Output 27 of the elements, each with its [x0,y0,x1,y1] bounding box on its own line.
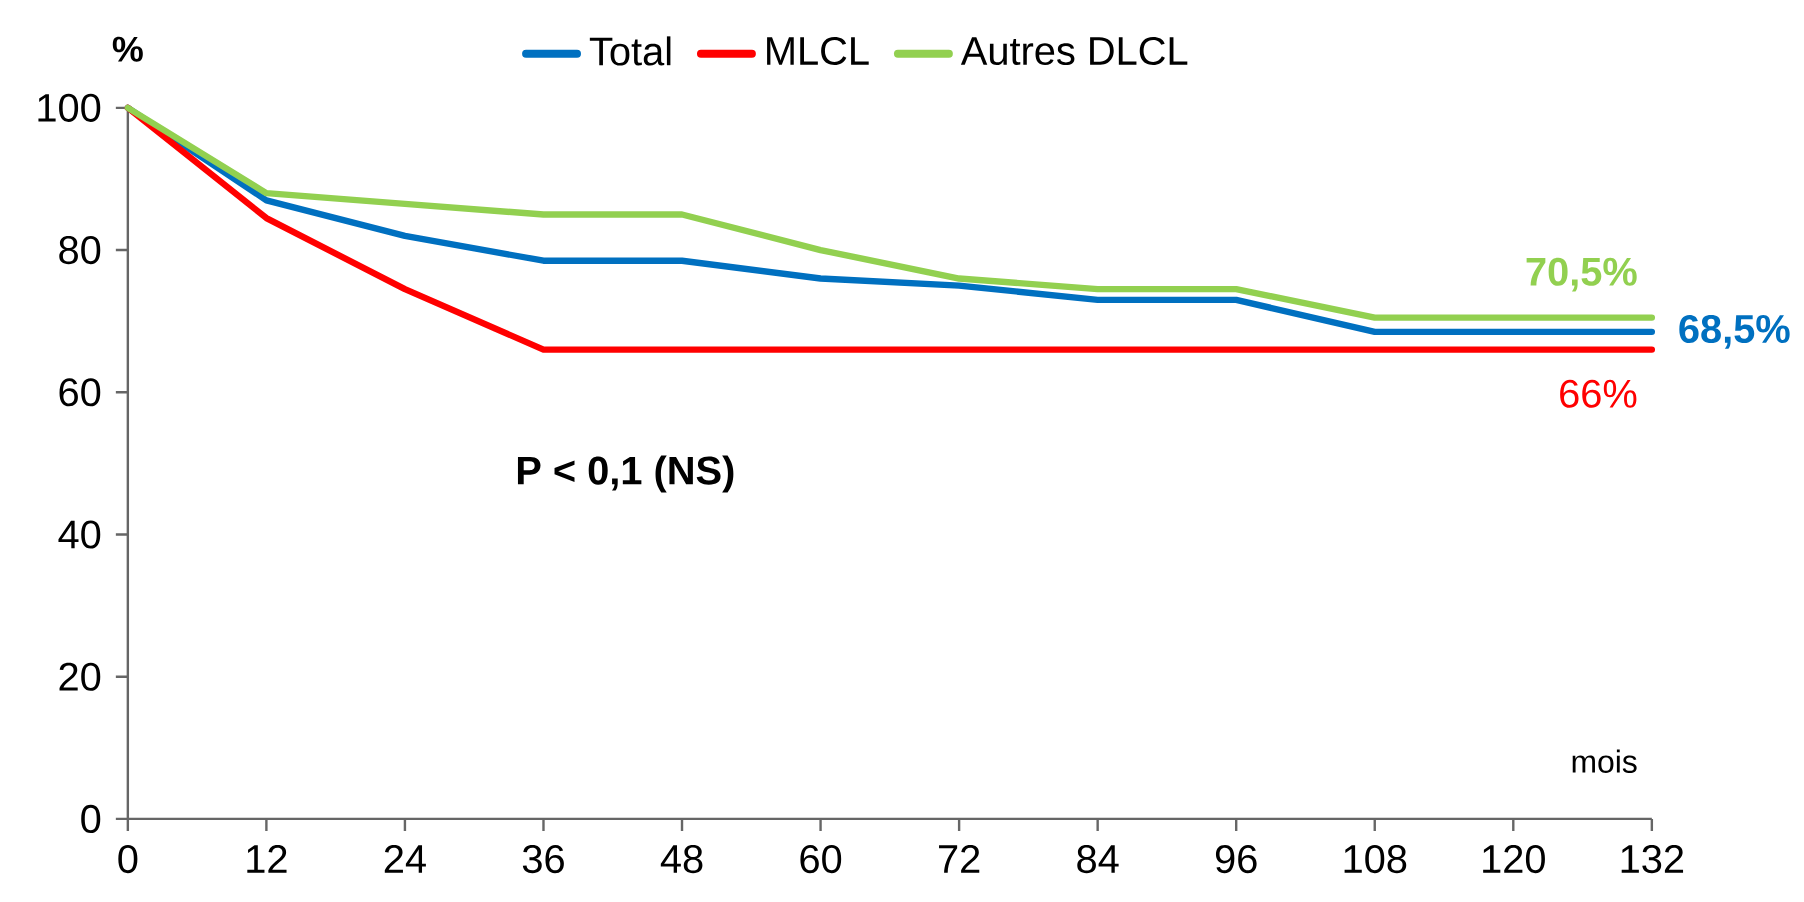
x-axis-title: mois [1572,749,1637,773]
x-tick-label: 24 [384,845,426,873]
x-tick-label: 84 [1077,845,1119,874]
data-label: 66% [1560,379,1637,408]
y-tick-label: 100 [38,93,101,123]
data-label: 68,5% [1679,314,1790,349]
y-tick-label: 0 [81,804,101,834]
x-tick-label: 132 [1621,845,1684,874]
x-tick-label: 120 [1483,845,1545,874]
x-tick-label: 48 [660,845,703,874]
data-label: 70,5% [1526,257,1637,292]
x-tick-label: 96 [1215,845,1257,874]
y-axis-title: % [112,36,143,62]
y-tick-label: 80 [59,236,101,265]
y-tick-label: 40 [58,520,101,549]
x-tick-label: 12 [247,845,287,873]
legend-label: Total [589,36,671,66]
x-tick-label: 72 [939,845,980,873]
legend-label: MLCL [767,36,869,66]
y-tick-label: 60 [59,378,101,407]
x-tick-label: 0 [118,845,138,874]
x-tick-label: 108 [1344,845,1407,874]
x-tick-label: 36 [522,845,564,874]
y-tick-label: 20 [59,662,101,691]
annotation: P < 0,1 (NS) [517,455,734,493]
x-tick-label: 60 [800,845,842,874]
legend-label: Autres DLCL [960,36,1188,66]
